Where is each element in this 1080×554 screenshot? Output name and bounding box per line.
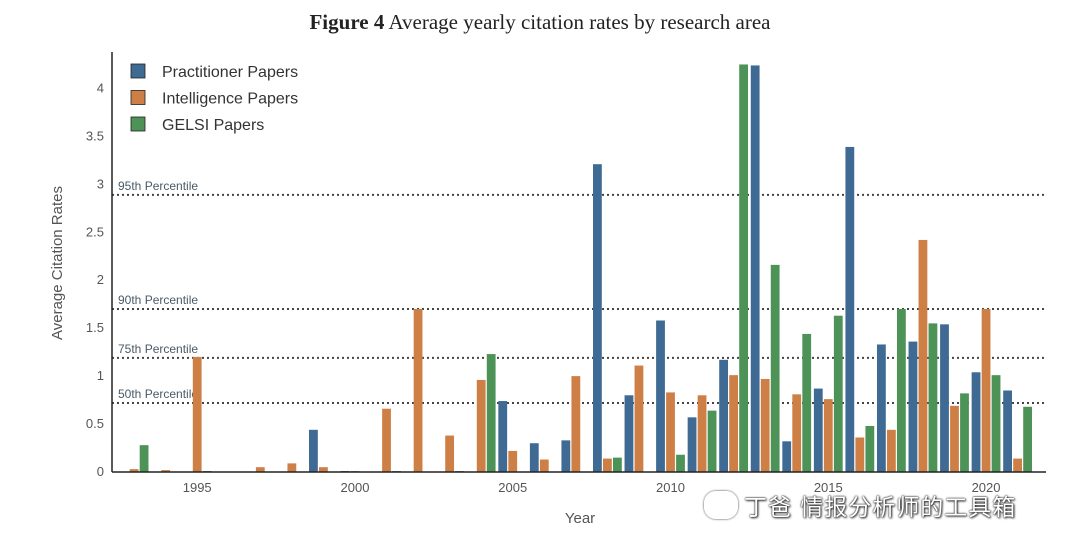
bar-intelligence-papers-2011: [697, 395, 707, 472]
bar-intelligence-papers-2019: [950, 405, 959, 472]
bar-practitioner-papers-2019: [940, 324, 949, 472]
bar-practitioner-papers-2011: [687, 417, 697, 472]
tick-labels: 0 0.5 1 1.5 2 2.5 3 3.5 4 1995 2000 2005 2010 2015 202…: [86, 80, 1001, 495]
bar-practitioner-papers-2007: [561, 440, 571, 472]
x-axis-title: Year: [565, 510, 595, 527]
bar-practitioner-papers-2013: [750, 65, 760, 473]
bar-intelligence-papers-2007: [571, 376, 581, 472]
bar-practitioner-papers-2006: [529, 443, 539, 472]
bar-intelligence-papers-1997: [255, 467, 265, 472]
bar-intelligence-papers-2021: [1013, 458, 1023, 472]
bar-gelsi-papers-2004: [486, 354, 496, 472]
legend-swatch-practitioner-papers: [130, 63, 146, 79]
figure-title: Figure 4 Average yearly citation rates b…: [0, 10, 1080, 35]
y-tick-label-8: 3.5: [86, 128, 104, 143]
bar-gelsi-papers-2014: [802, 333, 812, 472]
bar-gelsi-papers-2020: [991, 375, 1001, 472]
y-tick-label-7: 3: [97, 176, 104, 191]
bar-intelligence-papers-2016: [855, 437, 865, 472]
x-tick-label-2015: 2015: [814, 480, 843, 495]
y-axis-title: Average Citation Rates: [49, 186, 66, 340]
legend-label-intelligence-papers: Intelligence Papers: [162, 91, 298, 108]
x-tick-label-1995: 1995: [183, 480, 212, 495]
bar-gelsi-papers-2018: [928, 323, 938, 472]
reference-line-label-1: 95th Percentile: [118, 179, 198, 193]
bar-gelsi-papers-2015: [833, 315, 843, 472]
bar-practitioner-papers-2009: [624, 395, 634, 472]
bar-practitioner-papers-2020: [971, 372, 981, 472]
figure-label: Figure 4: [309, 10, 385, 34]
reference-lines: 95th Percentile 90th Percentile 75th Perce…: [112, 179, 1046, 404]
bar-intelligence-papers-1993: [129, 469, 139, 472]
bar-intelligence-papers-2003: [445, 435, 455, 472]
x-tick-label-2005: 2005: [498, 480, 527, 495]
bar-intelligence-papers-2015: [823, 399, 833, 472]
bar-intelligence-papers-2008: [602, 458, 612, 472]
y-tick-label-5: 2: [97, 272, 104, 287]
bar-intelligence-papers-1995: [192, 356, 202, 472]
bar-gelsi-papers-2021: [1023, 406, 1033, 472]
legend-swatch-intelligence-papers: [130, 90, 146, 105]
bar-practitioner-papers-2017: [876, 344, 886, 472]
reference-line-label-2: 90th Percentile: [118, 293, 198, 307]
bar-practitioner-papers-2005: [498, 401, 508, 472]
bar-intelligence-papers-2005: [508, 450, 518, 472]
reference-line-label-4: 50th Percentile: [118, 387, 198, 401]
bar-intelligence-papers-2010: [666, 392, 675, 472]
bar-intelligence-papers-1994: [161, 470, 171, 472]
x-tick-label-2020: 2020: [972, 480, 1001, 495]
bar-intelligence-papers-2001: [382, 408, 391, 472]
bar-intelligence-papers-2009: [634, 365, 644, 472]
bar-gelsi-papers-2019: [960, 393, 969, 472]
bar-gelsi-papers-1993: [139, 445, 149, 472]
bar-gelsi-papers-2017: [896, 308, 906, 472]
bar-gelsi-papers-2012: [739, 64, 749, 472]
bar-intelligence-papers-2017: [886, 429, 896, 472]
bar-practitioner-papers-2014: [782, 441, 792, 472]
x-tick-label-2010: 2010: [656, 480, 685, 495]
legend: Practitioner Papers Intelligence Papers GE…: [130, 63, 298, 134]
y-tick-label-9: 4: [97, 80, 104, 95]
bar-practitioner-papers-2008: [592, 164, 602, 473]
wechat-icon: [704, 491, 738, 519]
y-tick-label-3: 1: [97, 368, 104, 383]
bar-practitioner-papers-2018: [908, 341, 918, 472]
bar-intelligence-papers-2013: [760, 378, 770, 472]
legend-label-gelsi-papers: GELSI Papers: [162, 117, 264, 134]
bar-practitioner-papers-1999: [309, 429, 318, 472]
y-tick-label-2: 0.5: [86, 416, 104, 431]
bar-intelligence-papers-2020: [981, 308, 991, 472]
bar-practitioner-papers-2016: [845, 146, 855, 472]
bar-intelligence-papers-2018: [918, 239, 928, 472]
bar-intelligence-papers-2012: [729, 375, 739, 472]
y-tick-label-1: 0: [97, 464, 104, 479]
bar-gelsi-papers-2013: [770, 264, 780, 472]
y-tick-label-4: 1.5: [86, 320, 104, 335]
bar-intelligence-papers-2004: [476, 379, 486, 472]
bar-intelligence-papers-1998: [287, 463, 297, 472]
figure-caption: Average yearly citation rates by researc…: [388, 10, 771, 34]
y-tick-label-6: 2.5: [86, 224, 104, 239]
bar-intelligence-papers-2014: [792, 394, 802, 472]
legend-label-practitioner-papers: Practitioner Papers: [162, 64, 298, 81]
bar-practitioner-papers-2010: [656, 320, 665, 472]
bar-gelsi-papers-2008: [612, 457, 622, 472]
bar-gelsi-papers-2016: [865, 425, 875, 472]
reference-line-label-3: 75th Percentile: [118, 342, 198, 356]
x-tick-label-2000: 2000: [341, 480, 370, 495]
bar-gelsi-papers-2010: [676, 454, 685, 472]
bar-practitioner-papers-2012: [719, 359, 729, 472]
legend-swatch-gelsi-papers: [130, 116, 146, 132]
bar-practitioner-papers-2021: [1003, 390, 1013, 472]
bars: [129, 64, 1033, 473]
bar-intelligence-papers-2002: [413, 308, 423, 472]
axes: [111, 52, 1046, 473]
watermark: 丁爸 情报分析师的工具箱: [704, 488, 1016, 522]
bar-intelligence-papers-2006: [539, 459, 549, 472]
watermark-text: 丁爸 情报分析师的工具箱: [744, 495, 1017, 521]
bar-intelligence-papers-1999: [319, 467, 328, 472]
bar-gelsi-papers-2011: [707, 410, 717, 472]
bar-practitioner-papers-2015: [813, 388, 823, 472]
